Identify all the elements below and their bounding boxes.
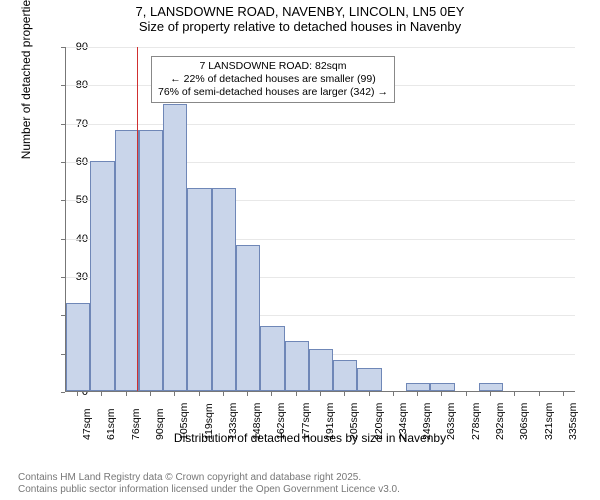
x-tick-mark [563, 392, 564, 396]
reference-line [137, 47, 138, 391]
chart-title: 7, LANSDOWNE ROAD, NAVENBY, LINCOLN, LN5… [0, 0, 600, 34]
x-tick-mark [174, 392, 175, 396]
histogram-bar [309, 349, 333, 391]
x-tick-mark [223, 392, 224, 396]
x-tick-mark [150, 392, 151, 396]
gridline [66, 47, 575, 48]
histogram-bar [139, 130, 163, 391]
annotation-line-2: ← 22% of detached houses are smaller (99… [158, 73, 388, 86]
title-line-2: Size of property relative to detached ho… [0, 19, 600, 34]
histogram-bar [285, 341, 309, 391]
histogram-bar [357, 368, 381, 391]
x-tick-mark [344, 392, 345, 396]
histogram-bar [212, 188, 236, 391]
x-tick-mark [199, 392, 200, 396]
gridline [66, 124, 575, 125]
x-tick-mark [393, 392, 394, 396]
x-tick-mark [320, 392, 321, 396]
title-line-1: 7, LANSDOWNE ROAD, NAVENBY, LINCOLN, LN5… [0, 4, 600, 19]
x-tick-mark [417, 392, 418, 396]
y-axis-label: Number of detached properties [19, 0, 33, 159]
x-tick-mark [271, 392, 272, 396]
histogram-bar [430, 383, 454, 391]
footer-credits: Contains HM Land Registry data © Crown c… [18, 472, 400, 496]
annotation-line-3: 76% of semi-detached houses are larger (… [158, 86, 388, 99]
histogram-bar [115, 130, 139, 391]
plot-area: 7 LANSDOWNE ROAD: 82sqm ← 22% of detache… [65, 47, 575, 392]
histogram-bar [163, 104, 187, 392]
footer-line-2: Contains public sector information licen… [18, 484, 400, 496]
histogram-bar [90, 161, 114, 391]
x-tick-mark [490, 392, 491, 396]
histogram-bar [406, 383, 430, 391]
x-tick-mark [77, 392, 78, 396]
x-tick-mark [247, 392, 248, 396]
x-tick-mark [441, 392, 442, 396]
x-tick-mark [369, 392, 370, 396]
x-axis-label: Distribution of detached houses by size … [40, 431, 580, 445]
x-tick-mark [466, 392, 467, 396]
histogram-bar [333, 360, 357, 391]
y-tick-mark [61, 392, 65, 393]
x-tick-mark [296, 392, 297, 396]
x-tick-mark [514, 392, 515, 396]
chart-container: Number of detached properties 0102030405… [40, 42, 580, 427]
annotation-box: 7 LANSDOWNE ROAD: 82sqm ← 22% of detache… [151, 56, 395, 103]
histogram-bar [187, 188, 211, 391]
histogram-bar [479, 383, 503, 391]
x-tick-mark [101, 392, 102, 396]
histogram-bar [236, 245, 260, 391]
histogram-bar [260, 326, 284, 391]
annotation-line-1: 7 LANSDOWNE ROAD: 82sqm [158, 60, 388, 73]
x-tick-mark [539, 392, 540, 396]
histogram-bar [66, 303, 90, 391]
footer-line-1: Contains HM Land Registry data © Crown c… [18, 472, 400, 484]
x-tick-mark [126, 392, 127, 396]
